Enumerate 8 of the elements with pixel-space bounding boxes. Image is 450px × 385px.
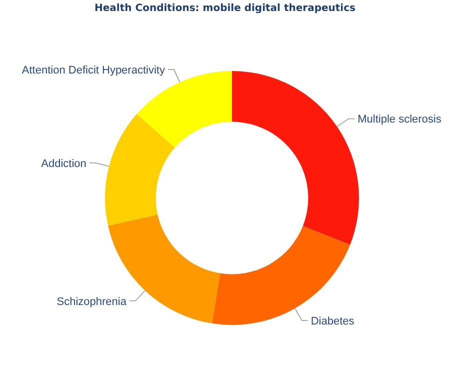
slice-label: Multiple sclerosis <box>358 114 442 126</box>
slice-label: Addiction <box>41 158 86 170</box>
chart-title: Health Conditions: mobile digital therapeutics <box>94 3 356 14</box>
slice-label: Schizophrenia <box>56 296 128 308</box>
donut-slice <box>232 71 359 245</box>
slice-label: Attention Deficit Hyperactivity <box>22 64 166 76</box>
slice-label: Diabetes <box>310 315 355 328</box>
donut-slice <box>105 114 175 226</box>
